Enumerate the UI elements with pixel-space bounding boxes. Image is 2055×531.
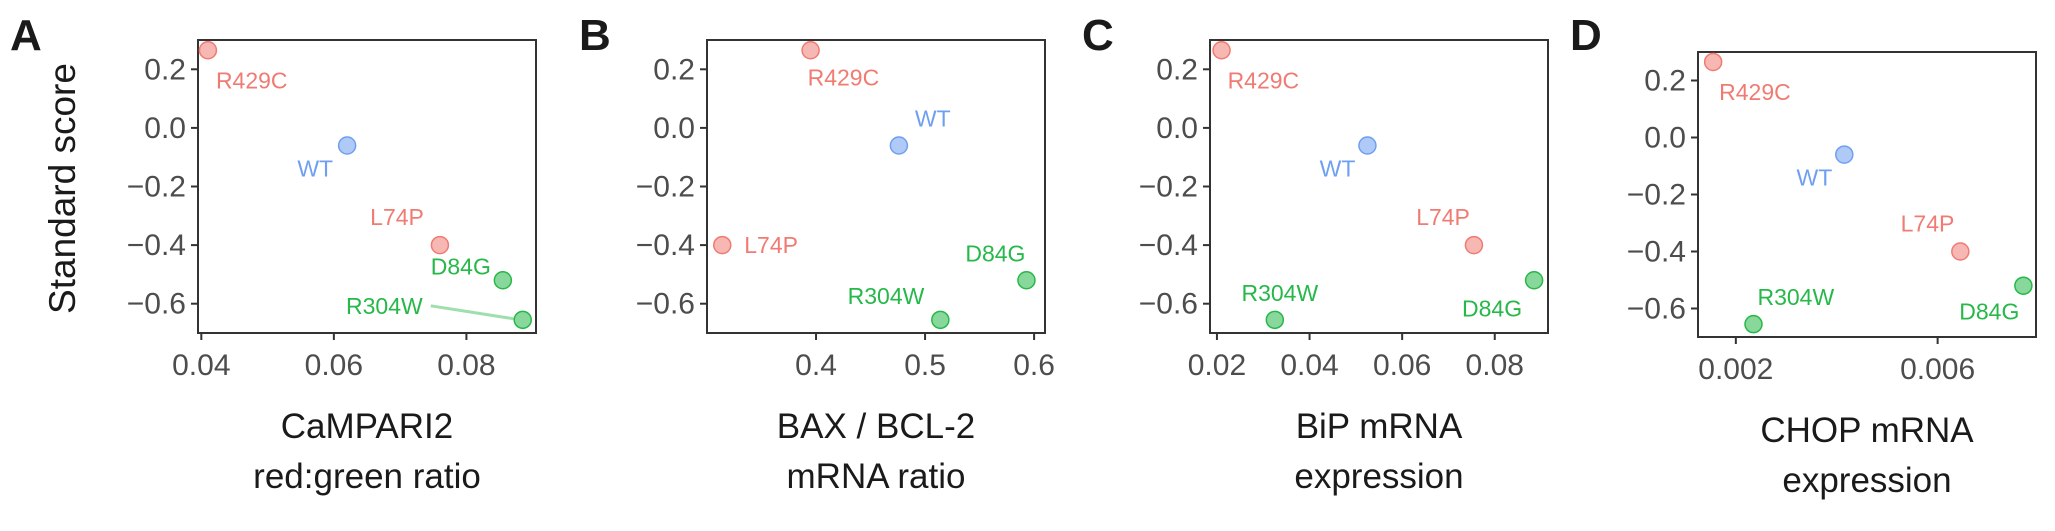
data-point xyxy=(1464,235,1484,255)
y-tick-label: −0.2 xyxy=(127,171,186,204)
y-tick-label: −0.2 xyxy=(636,171,695,204)
data-point xyxy=(1524,271,1544,290)
point-label: D84G xyxy=(1959,299,2019,325)
y-tick-label: −0.6 xyxy=(1139,288,1198,321)
data-point xyxy=(1951,242,1970,261)
data-point xyxy=(430,235,450,255)
y-tick-label: 0.0 xyxy=(653,112,695,145)
point-label: D84G xyxy=(1462,295,1522,321)
data-point xyxy=(889,136,909,155)
x-axis-title: expression xyxy=(1294,457,1463,496)
x-tick-label: 0.08 xyxy=(1466,349,1524,382)
data-point xyxy=(801,41,820,60)
y-tick-label: −0.6 xyxy=(636,288,695,321)
y-tick-label: −0.2 xyxy=(1139,171,1198,204)
data-point xyxy=(493,271,513,290)
x-tick-label: 0.6 xyxy=(1013,349,1055,382)
panels: A 0.2 0.0 −0.2 −0.4 −0.6 0.04 0.06 0.08 CaMPARI2 r… xyxy=(10,11,2037,500)
x-axis-title: red:green ratio xyxy=(253,457,481,496)
label-leader-line xyxy=(430,304,514,321)
data-point xyxy=(1835,145,1854,164)
point-label: R304W xyxy=(1241,280,1318,306)
data-point xyxy=(2014,276,2033,295)
point-label: L74P xyxy=(744,232,798,258)
panel-letter: A xyxy=(10,11,42,60)
x-tick-label: 0.06 xyxy=(1373,349,1431,382)
data-point xyxy=(1265,310,1285,330)
point-label: R429C xyxy=(808,64,880,90)
data-point xyxy=(513,310,532,330)
x-tick-label: 0.002 xyxy=(1698,353,1773,386)
x-axis-title: mRNA ratio xyxy=(787,457,966,496)
data-point xyxy=(1703,52,1723,72)
y-tick-label: 0.2 xyxy=(653,53,695,86)
point-label: L74P xyxy=(1416,204,1470,230)
data-point xyxy=(337,136,357,155)
data-point xyxy=(931,310,950,330)
point-label: WT xyxy=(915,105,951,131)
y-tick-label: −0.6 xyxy=(127,288,186,321)
point-label: WT xyxy=(297,155,333,181)
y-tick-label: 0.2 xyxy=(1156,53,1198,86)
y-tick-label: −0.4 xyxy=(1627,236,1686,269)
x-axis-title: CHOP mRNA xyxy=(1760,411,1974,450)
data-point xyxy=(1017,271,1036,290)
y-tick-label: −0.6 xyxy=(1627,293,1686,326)
x-tick-label: 0.02 xyxy=(1188,349,1246,382)
data-point xyxy=(713,235,732,255)
y-tick-label: −0.4 xyxy=(127,229,186,262)
point-label: L74P xyxy=(1901,211,1955,237)
point-label: WT xyxy=(1797,165,1833,191)
panel-letter: D xyxy=(1570,11,1602,60)
x-tick-label: 0.04 xyxy=(1280,349,1338,382)
panel-d: D 0.2 0.0 −0.2 −0.4 −0.6 0.002 0.006 CHOP mRNA ex… xyxy=(1570,11,2037,500)
data-point xyxy=(1744,314,1763,334)
y-axis-title: Standard score xyxy=(42,63,83,314)
y-tick-label: 0.0 xyxy=(144,112,186,145)
point-label: WT xyxy=(1320,155,1356,181)
point-label: L74P xyxy=(370,204,424,230)
x-axis-title: BAX / BCL-2 xyxy=(777,407,975,446)
x-axis-title: BiP mRNA xyxy=(1296,407,1463,446)
x-axis-title: expression xyxy=(1782,461,1951,500)
point-label: R429C xyxy=(1719,79,1791,105)
point-label: D84G xyxy=(431,253,491,279)
y-tick-label: 0.2 xyxy=(144,53,186,86)
x-tick-label: 0.06 xyxy=(305,349,363,382)
x-tick-label: 0.4 xyxy=(795,349,837,382)
x-axis-title: CaMPARI2 xyxy=(281,407,453,446)
panel-b: B 0.2 0.0 −0.2 −0.4 −0.6 0.4 0.5 0.6 BAX / BCL-2 m… xyxy=(579,11,1055,496)
x-tick-label: 0.08 xyxy=(437,349,495,382)
y-tick-label: −0.4 xyxy=(1139,229,1198,262)
panel-letter: C xyxy=(1082,11,1114,60)
data-point xyxy=(1358,136,1377,155)
panel-a: A 0.2 0.0 −0.2 −0.4 −0.6 0.04 0.06 0.08 CaMPARI2 r… xyxy=(10,11,537,496)
data-point xyxy=(1212,41,1231,60)
y-tick-label: 0.2 xyxy=(1644,65,1686,98)
x-tick-label: 0.006 xyxy=(1900,353,1975,386)
x-tick-label: 0.5 xyxy=(904,349,946,382)
point-label: R304W xyxy=(346,293,423,319)
x-tick-label: 0.04 xyxy=(172,349,230,382)
point-label: R304W xyxy=(848,283,925,309)
y-tick-label: 0.0 xyxy=(1644,122,1686,155)
y-tick-label: 0.0 xyxy=(1156,112,1198,145)
point-label: R429C xyxy=(1228,67,1300,93)
data-point xyxy=(198,41,218,60)
y-tick-label: −0.4 xyxy=(636,229,695,262)
point-label: R304W xyxy=(1757,284,1834,310)
point-label: R429C xyxy=(216,67,288,93)
panel-letter: B xyxy=(579,11,611,60)
y-tick-label: −0.2 xyxy=(1627,179,1686,212)
point-label: D84G xyxy=(965,240,1025,266)
